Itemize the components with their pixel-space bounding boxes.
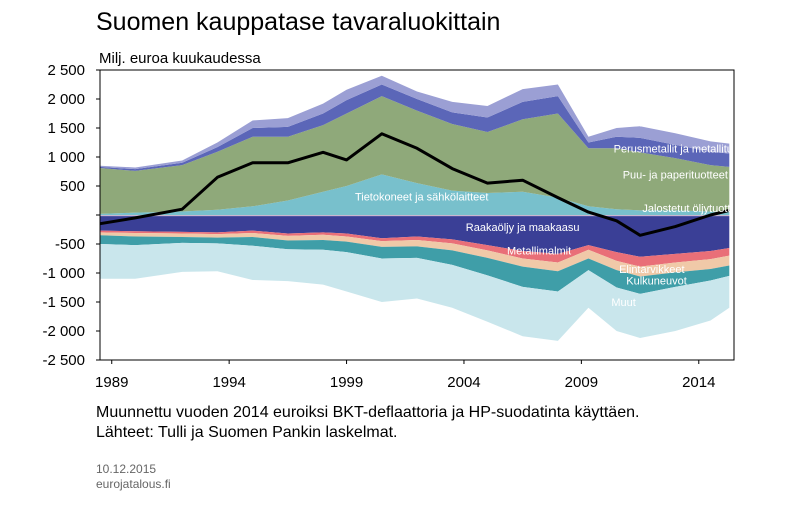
x-tick-label: 2004 (447, 374, 480, 391)
y-tick-label: -500 (55, 236, 85, 253)
x-tick-label: 1999 (330, 374, 363, 391)
area-kulkuneuvot (100, 235, 730, 294)
y-tick-label: 1 500 (47, 120, 85, 137)
x-tick-label: 1994 (212, 374, 245, 391)
x-tick-label: 2009 (565, 374, 598, 391)
label-perusmetallit-ja-metallituotteet: Perusmetallit ja metallituotteet (614, 143, 761, 155)
area-raakaoljy-ja-maakaasu (100, 216, 730, 257)
x-tick-label: 1989 (95, 374, 128, 391)
trade-balance-line (99, 132, 730, 237)
area-elintarvikkeet (100, 232, 730, 277)
x-axis: 1989 1994 1999 2004 2009 2014 (95, 360, 715, 391)
label-tietokoneet-ja-sahkolaitteet: Tietokoneet ja sähkölaitteet (355, 192, 489, 204)
footnote-line-1: Muunnettu vuoden 2014 euroiksi BKT-defla… (96, 404, 640, 421)
series-labels: Koneet ja laitteet Perusmetallit ja metal… (355, 117, 760, 309)
footnote: Muunnettu vuoden 2014 euroiksi BKT-defla… (96, 403, 639, 443)
label-elintarvikkeet: Elintarvikkeet (619, 264, 684, 276)
area-koneet-ja-laitteet (100, 75, 730, 170)
balance-line-group (99, 132, 730, 237)
site-name: eurojatalous.fi (96, 477, 171, 491)
area-muut (100, 242, 730, 341)
x-tick-label: 2014 (682, 374, 715, 391)
y-tick-label: 2 500 (47, 62, 85, 79)
y-tick-label: 500 (60, 178, 85, 195)
area-puu-ja-paperituotteet (100, 96, 730, 214)
y-axis: 2 500 2 000 1 500 1 000 500 -500 -1 000 -1 500 -… (42, 62, 100, 369)
label-kulkuneuvot: Kulkuneuvot (626, 276, 687, 288)
y-tick-label: -2 000 (42, 323, 85, 340)
y-tick-label: 1 000 (47, 149, 85, 166)
y-tick-label: -1 500 (42, 294, 85, 311)
area-metallimalmit (100, 230, 730, 267)
label-jalostetut-oljytuotteet: Jalostetut öljytuotteet (642, 203, 745, 215)
label-puu-ja-paperituotteet: Puu- ja paperituotteet (623, 169, 728, 181)
area-jalostetut-oljytuotteet (100, 215, 730, 217)
publish-date: 10.12.2015 (96, 462, 157, 476)
y-tick-label: -1 000 (42, 265, 85, 282)
label-raakaoljy-ja-maakaasu: Raakaöljy ja maakaasu (466, 222, 580, 234)
label-koneet-ja-laitteet: Koneet ja laitteet (634, 117, 716, 129)
unit-label: Milj. euroa kuukaudessa (99, 50, 261, 67)
label-muut: Muut (611, 297, 635, 309)
y-tick-label: 2 000 (47, 91, 85, 108)
y-tick-label: -2 500 (42, 352, 85, 369)
label-metallimalmit: Metallimalmit (507, 245, 571, 257)
chart-title: Suomen kauppatase tavaraluokittain (96, 8, 501, 36)
area-perusmetallit-ja-metallituotteet (100, 84, 730, 171)
footnote-line-2: Lähteet: Tulli ja Suomen Pankin laskelma… (96, 424, 398, 441)
